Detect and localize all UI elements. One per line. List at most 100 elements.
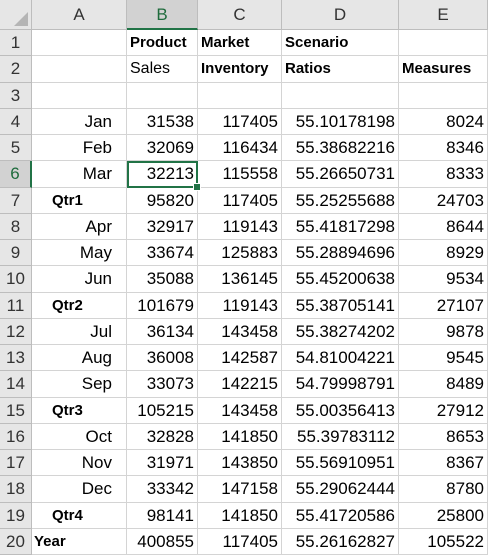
cell-c20[interactable]: 117405	[198, 528, 282, 555]
cell-b16[interactable]: 32828	[127, 423, 198, 450]
cell-a4[interactable]: Jan	[32, 108, 127, 135]
row-header-2[interactable]: 2	[0, 56, 32, 83]
row-header-16[interactable]: 16	[0, 423, 32, 450]
cell-a20[interactable]: Year	[32, 528, 127, 555]
cell-c6[interactable]: 115558	[198, 161, 282, 188]
cell-b13[interactable]: 36008	[127, 345, 198, 372]
selected-cell-b6[interactable]: 32213	[127, 161, 201, 191]
cell-d20[interactable]: 55.26162827	[282, 528, 399, 555]
cell-d3[interactable]	[282, 82, 399, 109]
cell-d8[interactable]: 55.41817298	[282, 213, 399, 240]
cell-c15[interactable]: 143458	[198, 397, 282, 424]
cell-b3[interactable]	[127, 82, 198, 109]
cell-a14[interactable]: Sep	[32, 371, 127, 398]
cell-a5[interactable]: Feb	[32, 135, 127, 162]
cell-c18[interactable]: 147158	[198, 476, 282, 503]
row-header-10[interactable]: 10	[0, 266, 32, 293]
column-header-e[interactable]: E	[399, 0, 488, 30]
cell-b14[interactable]: 33073	[127, 371, 198, 398]
row-header-7[interactable]: 7	[0, 187, 32, 214]
cell-b18[interactable]: 33342	[127, 476, 198, 503]
cell-e3[interactable]	[399, 82, 488, 109]
cell-e18[interactable]: 8780	[399, 476, 488, 503]
cell-a7[interactable]: Qtr1	[32, 187, 127, 214]
cell-a19[interactable]: Qtr4	[32, 502, 127, 529]
cell-c2[interactable]: Inventory	[198, 56, 282, 83]
cell-e11[interactable]: 27107	[399, 292, 488, 319]
row-header-6[interactable]: 6	[0, 161, 32, 188]
cell-c1[interactable]: Market	[198, 30, 282, 57]
cell-d9[interactable]: 55.28894696	[282, 240, 399, 267]
cell-c5[interactable]: 116434	[198, 135, 282, 162]
cell-a16[interactable]: Oct	[32, 423, 127, 450]
cell-a12[interactable]: Jul	[32, 318, 127, 345]
cell-e7[interactable]: 24703	[399, 187, 488, 214]
cell-a18[interactable]: Dec	[32, 476, 127, 503]
cell-b5[interactable]: 32069	[127, 135, 198, 162]
cell-e4[interactable]: 8024	[399, 108, 488, 135]
row-header-5[interactable]: 5	[0, 135, 32, 162]
cell-a15[interactable]: Qtr3	[32, 397, 127, 424]
cell-e10[interactable]: 9534	[399, 266, 488, 293]
cell-d16[interactable]: 55.39783112	[282, 423, 399, 450]
row-header-14[interactable]: 14	[0, 371, 32, 398]
cell-e17[interactable]: 8367	[399, 450, 488, 477]
cell-a2[interactable]	[32, 56, 127, 83]
row-header-18[interactable]: 18	[0, 476, 32, 503]
row-header-4[interactable]: 4	[0, 108, 32, 135]
cell-d1[interactable]: Scenario	[282, 30, 399, 57]
cell-a11[interactable]: Qtr2	[32, 292, 127, 319]
select-all-corner[interactable]	[0, 0, 32, 30]
cell-c14[interactable]: 142215	[198, 371, 282, 398]
cell-a1[interactable]	[32, 30, 127, 57]
cell-c3[interactable]	[198, 82, 282, 109]
cell-d10[interactable]: 55.45200638	[282, 266, 399, 293]
cell-b20[interactable]: 400855	[127, 528, 198, 555]
cell-d5[interactable]: 55.38682216	[282, 135, 399, 162]
cell-a9[interactable]: May	[32, 240, 127, 267]
cell-a13[interactable]: Aug	[32, 345, 127, 372]
cell-c13[interactable]: 142587	[198, 345, 282, 372]
cell-a3[interactable]	[32, 82, 127, 109]
cell-b15[interactable]: 105215	[127, 397, 198, 424]
row-header-19[interactable]: 19	[0, 502, 32, 529]
column-header-c[interactable]: C	[198, 0, 282, 30]
cell-c16[interactable]: 141850	[198, 423, 282, 450]
cell-e15[interactable]: 27912	[399, 397, 488, 424]
cell-e16[interactable]: 8653	[399, 423, 488, 450]
cell-d11[interactable]: 55.38705141	[282, 292, 399, 319]
cell-b7[interactable]: 95820	[127, 187, 198, 214]
row-header-12[interactable]: 12	[0, 318, 32, 345]
row-header-17[interactable]: 17	[0, 450, 32, 477]
cell-b19[interactable]: 98141	[127, 502, 198, 529]
cell-a17[interactable]: Nov	[32, 450, 127, 477]
cell-b1[interactable]: Product	[127, 30, 198, 57]
cell-e6[interactable]: 8333	[399, 161, 488, 188]
row-header-13[interactable]: 13	[0, 345, 32, 372]
cell-c11[interactable]: 119143	[198, 292, 282, 319]
row-header-9[interactable]: 9	[0, 240, 32, 267]
cell-e12[interactable]: 9878	[399, 318, 488, 345]
cell-a6[interactable]: Mar	[32, 161, 127, 188]
cell-e1[interactable]	[399, 30, 488, 57]
cell-e20[interactable]: 105522	[399, 528, 488, 555]
cell-a10[interactable]: Jun	[32, 266, 127, 293]
cell-d19[interactable]: 55.41720586	[282, 502, 399, 529]
cell-b17[interactable]: 31971	[127, 450, 198, 477]
row-header-8[interactable]: 8	[0, 213, 32, 240]
cell-b11[interactable]: 101679	[127, 292, 198, 319]
cell-c12[interactable]: 143458	[198, 318, 282, 345]
cell-c4[interactable]: 117405	[198, 108, 282, 135]
cell-b9[interactable]: 33674	[127, 240, 198, 267]
cell-b4[interactable]: 31538	[127, 108, 198, 135]
cell-d7[interactable]: 55.25255688	[282, 187, 399, 214]
cell-b2[interactable]: Sales	[127, 56, 198, 83]
cell-d13[interactable]: 54.81004221	[282, 345, 399, 372]
cell-c9[interactable]: 125883	[198, 240, 282, 267]
row-header-20[interactable]: 20	[0, 528, 32, 555]
cell-b8[interactable]: 32917	[127, 213, 198, 240]
cell-b12[interactable]: 36134	[127, 318, 198, 345]
column-header-d[interactable]: D	[282, 0, 399, 30]
cell-b10[interactable]: 35088	[127, 266, 198, 293]
